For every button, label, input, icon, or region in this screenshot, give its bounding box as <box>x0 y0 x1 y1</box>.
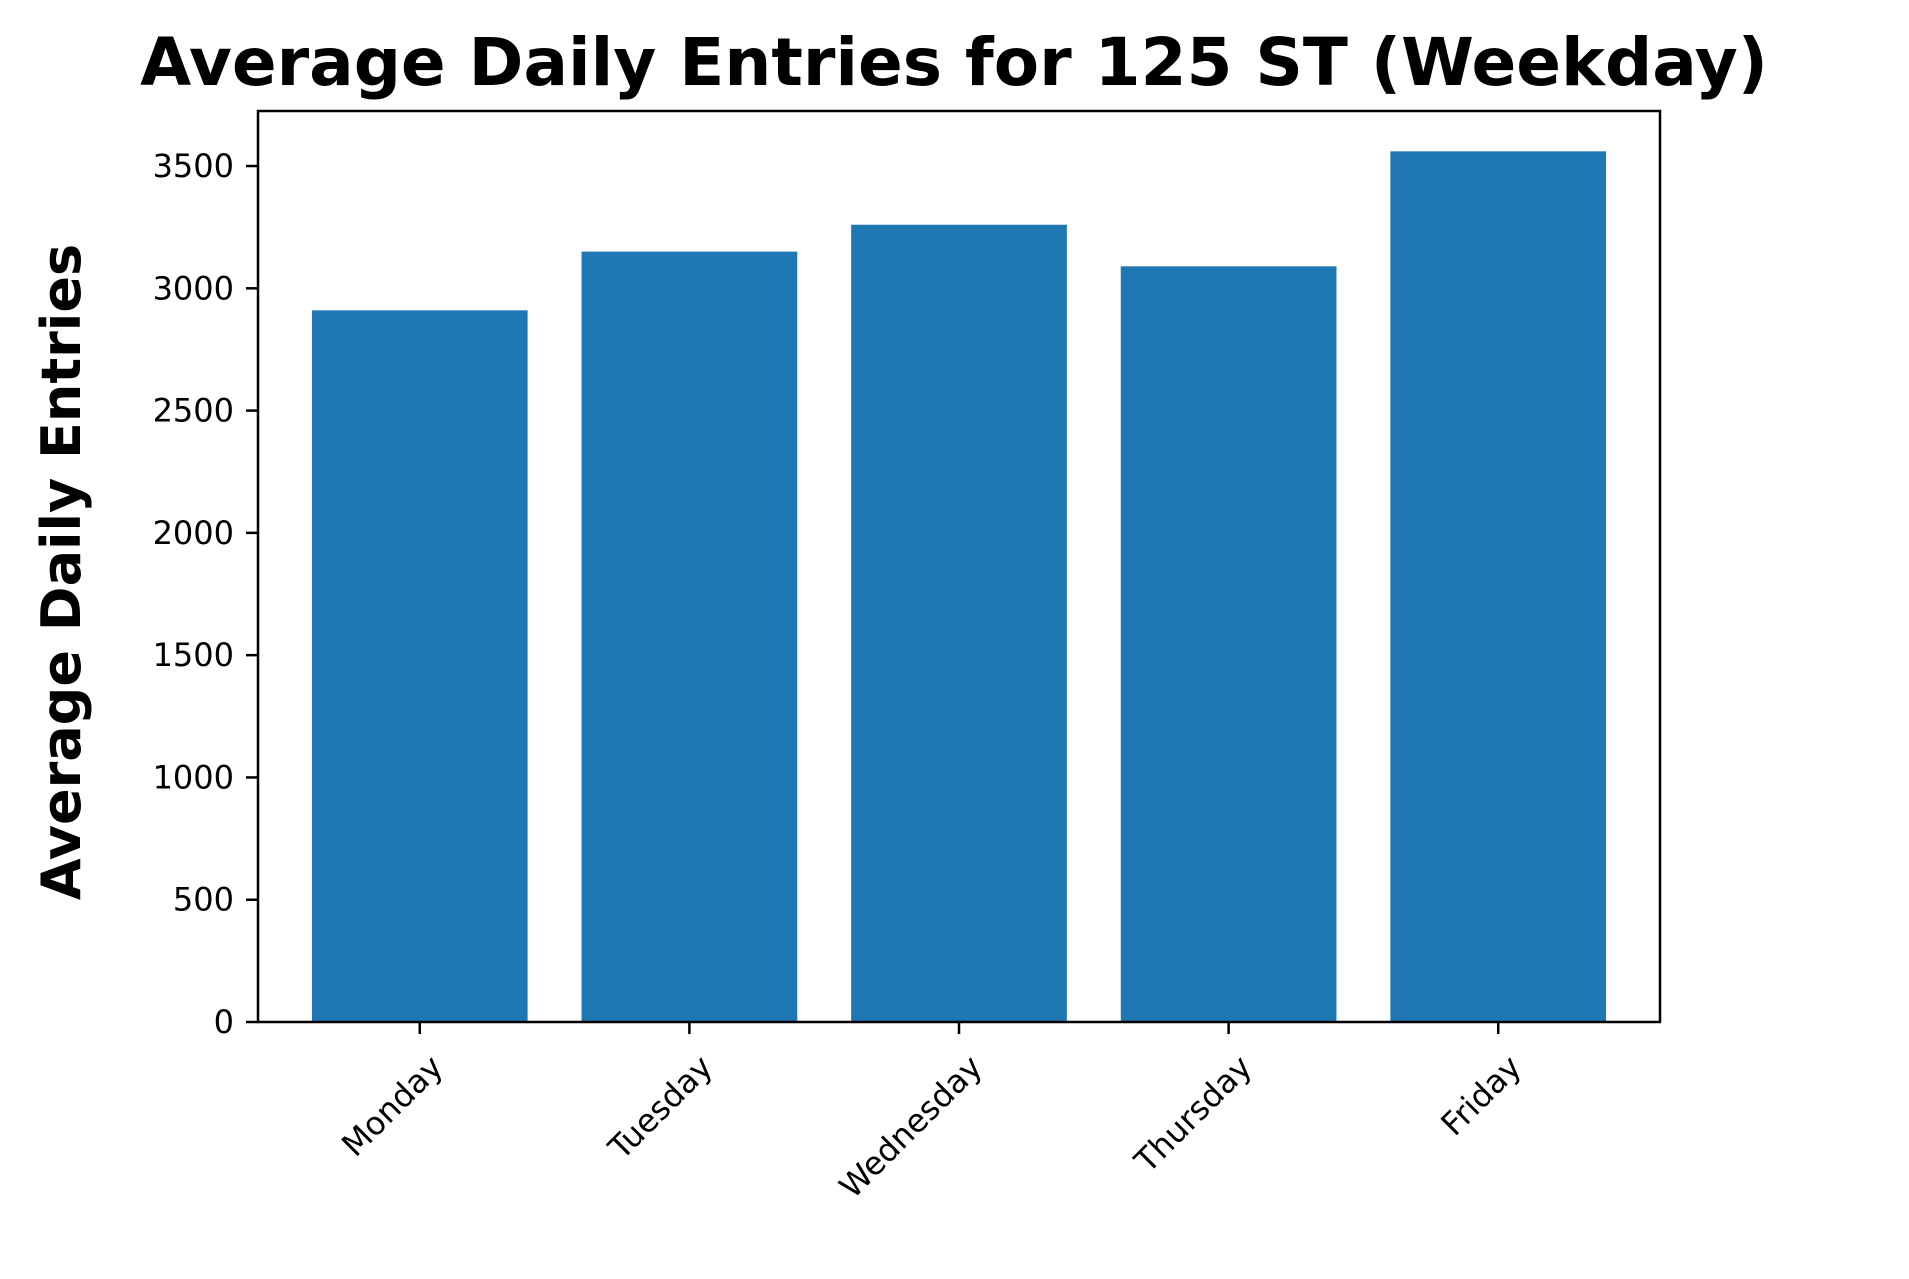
bars-layer <box>311 151 1607 1023</box>
y-tick-label: 2000 <box>153 514 234 552</box>
chart-title: Average Daily Entries for 125 ST (Weekda… <box>140 24 1768 101</box>
y-tick-label: 3000 <box>153 269 234 307</box>
y-tick-label: 3500 <box>153 147 234 185</box>
y-tick-label: 1500 <box>153 636 234 674</box>
y-axis: 0 500 1000 1500 2000 2500 3000 3500 <box>153 147 258 1041</box>
x-tick-label: Friday <box>1433 1048 1528 1143</box>
plot-frame <box>256 109 1662 1024</box>
x-axis: Monday Tuesday Wednesday Thursday Friday <box>334 1022 1529 1206</box>
x-tick-label: Thursday <box>1126 1048 1259 1181</box>
bar-tuesday <box>581 251 798 1022</box>
x-tick-label: Wednesday <box>832 1048 990 1206</box>
y-tick-label: 500 <box>173 881 234 919</box>
y-tick-label: 1000 <box>153 758 234 796</box>
y-axis-label: Average Daily Entries <box>30 244 93 900</box>
x-tick-label: Monday <box>334 1048 450 1164</box>
bar-wednesday <box>851 224 1067 1023</box>
y-tick-label: 0 <box>214 1003 234 1041</box>
bar-thursday <box>1120 266 1337 1022</box>
bar-friday <box>1390 151 1607 1023</box>
y-tick-label: 2500 <box>153 392 234 430</box>
x-tick-label: Tuesday <box>600 1048 720 1168</box>
bar-monday <box>311 310 528 1022</box>
